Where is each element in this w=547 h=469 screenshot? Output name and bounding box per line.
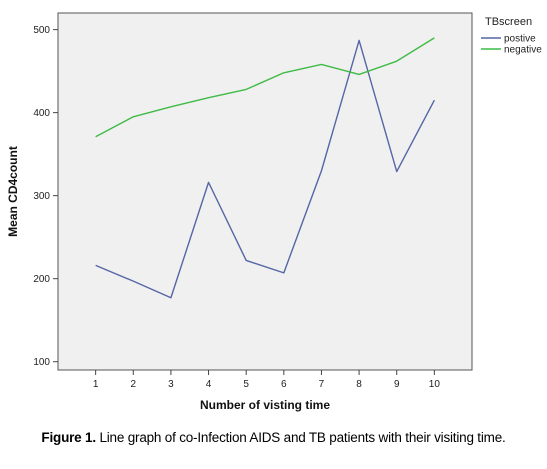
x-tick-label: 6 bbox=[281, 379, 287, 390]
figure-caption: Figure 1. Line graph of co-Infection AID… bbox=[0, 430, 547, 445]
y-tick-label: 300 bbox=[33, 191, 50, 202]
legend-label-postive: postive bbox=[504, 34, 536, 45]
x-tick-label: 5 bbox=[243, 379, 249, 390]
x-tick-label: 1 bbox=[93, 379, 99, 390]
line-chart: 100 200 300 400 500 1 2 3 4 5 6 7 8 9 10 Mean CD4coun… bbox=[6, 12, 542, 412]
x-tick-label: 10 bbox=[429, 379, 441, 390]
y-tick-label: 100 bbox=[33, 357, 50, 368]
y-tick-label: 200 bbox=[33, 274, 50, 285]
figure-label: Figure 1. bbox=[41, 430, 96, 445]
plot-area bbox=[57, 12, 473, 371]
legend-title: TBscreen bbox=[485, 16, 532, 28]
x-axis-title: Number of visting time bbox=[200, 398, 330, 412]
series-line-negative bbox=[95, 37, 435, 138]
y-tick-label: 400 bbox=[33, 108, 50, 119]
x-tick-label: 2 bbox=[130, 379, 136, 390]
y-axis: 100 200 300 400 500 bbox=[33, 25, 58, 368]
x-tick-label: 4 bbox=[206, 379, 212, 390]
x-axis: 1 2 3 4 5 6 7 8 9 10 bbox=[93, 370, 441, 390]
x-tick-label: 3 bbox=[168, 379, 174, 390]
x-tick-label: 8 bbox=[356, 379, 362, 390]
caption-text: Line graph of co-Infection AIDS and TB p… bbox=[95, 430, 506, 445]
x-tick-label: 7 bbox=[319, 379, 325, 390]
y-tick-label: 500 bbox=[33, 25, 50, 36]
legend-label-negative: negative bbox=[504, 45, 542, 56]
series-line-postive bbox=[95, 39, 435, 299]
x-tick-label: 9 bbox=[394, 379, 400, 390]
series-lines bbox=[95, 37, 435, 299]
y-axis-title: Mean CD4count bbox=[6, 146, 20, 237]
